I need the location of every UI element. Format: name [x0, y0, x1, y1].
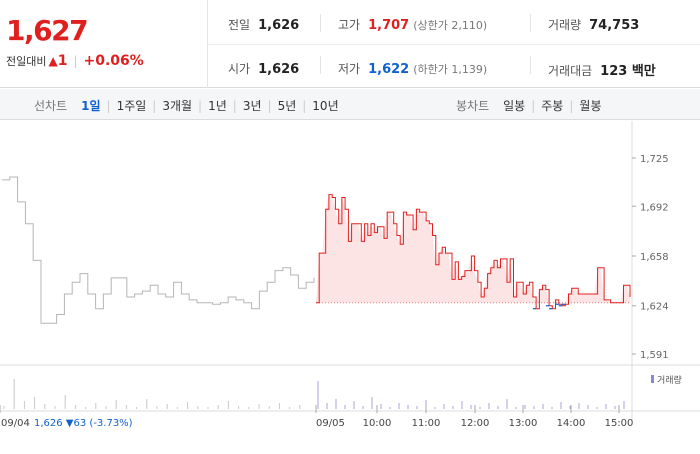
stat-high: 고가 1,707 (상한가 2,110) [338, 18, 488, 33]
candle-chart-title: 봉차트 [456, 99, 490, 113]
y-tick-label: 1,692 [640, 202, 669, 213]
x-tick-label: 10:00 [363, 418, 392, 429]
change-label: 전일대비 [6, 55, 47, 68]
change-percent: +0.06% [83, 53, 144, 69]
y-axis-ticks: 1,725 1,692 1,658 1,624 1,591 [632, 154, 669, 361]
x-tick-label: 09/04 [1, 418, 30, 429]
x-tick-label: 12:00 [461, 418, 490, 429]
period-1y[interactable]: 1년 [208, 99, 227, 113]
x-axis-ticks: 09/04 09/05 10:00 11:00 12:00 13:00 14:00 15:00… [0, 405, 633, 429]
y-tick-label: 1,624 [640, 302, 669, 313]
period-weekly[interactable]: 주봉 [541, 99, 564, 113]
chart-lines [2, 176, 631, 324]
stat-prev-close: 전일 1,626 [228, 18, 300, 33]
line-chart-title: 선차트 [34, 99, 68, 113]
chart-grid [0, 121, 700, 421]
current-price: 1,627 [6, 14, 89, 47]
period-3y[interactable]: 3년 [242, 99, 262, 113]
period-10y[interactable]: 10년 [312, 99, 339, 113]
x-tick-label: 13:00 [509, 418, 538, 429]
y-tick-label: 1,658 [640, 252, 669, 263]
x-tick-label: 09/05 [316, 418, 345, 429]
change-divider: | [73, 54, 78, 68]
today-area [316, 194, 630, 303]
stat-amount: 거래대금 123 백만 [548, 64, 656, 79]
price-chart: 1,725 1,692 1,658 1,624 1,591 거래량 09/04 09/05… [0, 121, 700, 450]
period-3m[interactable]: 3개월 [162, 99, 193, 113]
prev-day-note: 1,626 ▼63 (-3.73%) [34, 418, 133, 429]
stat-divider [320, 56, 321, 74]
x-tick-label: 14:00 [557, 418, 586, 429]
today-price-line [316, 194, 631, 310]
current-price-box: 1,627 전일대비 ▲ 1 | +0.06% [0, 0, 208, 88]
stat-divider [530, 14, 531, 32]
stat-open: 시가 1,626 [228, 62, 300, 77]
today-area-fill [316, 194, 630, 303]
quote-header: 1,627 전일대비 ▲ 1 | +0.06% 전일 1,626 고가 1,70… [0, 0, 700, 88]
prev-day-line [2, 176, 315, 324]
line-chart-periods: 선차트 1일 | 1주일 | 3개월 | 1년 | 3년 | 5년 | 10년 [34, 98, 339, 114]
price-change: 전일대비 ▲ 1 | +0.06% [6, 53, 144, 69]
y-tick-label: 1,725 [640, 154, 669, 165]
chart-toolbar: 선차트 1일 | 1주일 | 3개월 | 1년 | 3년 | 5년 | 10년 … [0, 89, 700, 120]
period-daily[interactable]: 일봉 [503, 99, 526, 113]
period-1d[interactable]: 1일 [81, 99, 101, 113]
x-tick-label: 15:00 [605, 418, 634, 429]
y-tick-label: 1,591 [640, 350, 669, 361]
stat-volume: 거래량 74,753 [548, 18, 640, 33]
stat-divider [530, 56, 531, 74]
volume-legend-swatch [651, 375, 654, 383]
candle-chart-periods: 봉차트 일봉 | 주봉 | 월봉 [456, 98, 602, 114]
period-1w[interactable]: 1주일 [116, 99, 147, 113]
period-5y[interactable]: 5년 [277, 99, 297, 113]
period-monthly[interactable]: 월봉 [579, 99, 602, 113]
up-triangle-icon: ▲ [48, 54, 58, 68]
stat-low: 저가 1,622 (하한가 1,139) [338, 62, 488, 77]
stat-row-divider [208, 44, 700, 45]
x-tick-label: 11:00 [412, 418, 441, 429]
volume-bars: 거래량 [3, 374, 682, 409]
stat-divider [320, 14, 321, 32]
price-chart-svg: 1,725 1,692 1,658 1,624 1,591 거래량 09/04 09/05… [0, 121, 700, 429]
change-amount: 1 [57, 53, 68, 69]
volume-legend-label: 거래량 [657, 374, 682, 386]
